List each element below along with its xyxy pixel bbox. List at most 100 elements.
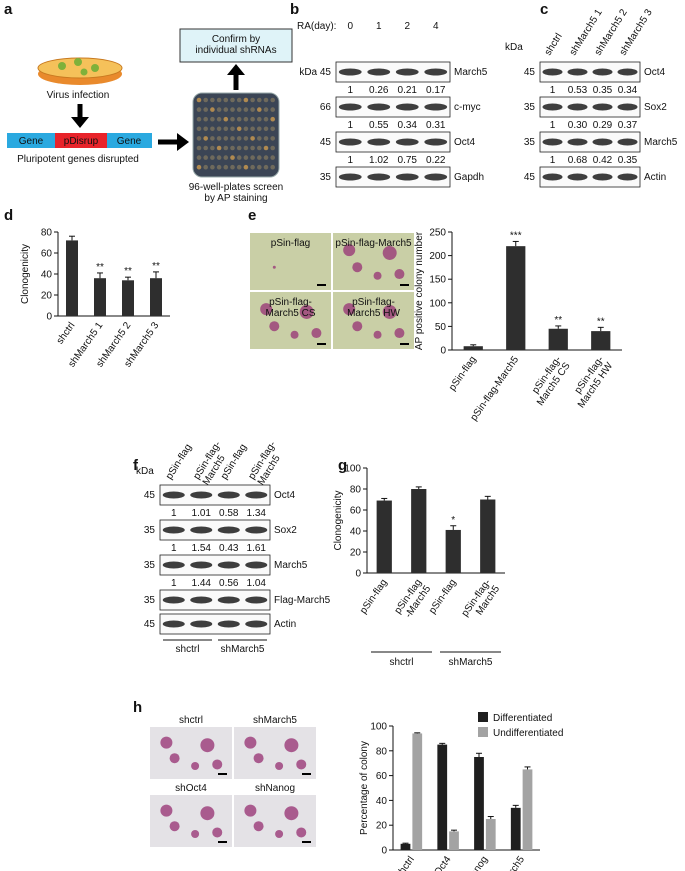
band xyxy=(245,491,268,499)
well xyxy=(230,136,235,141)
x-tick-label: shOct4 xyxy=(426,854,453,871)
colony xyxy=(284,738,299,753)
bar xyxy=(445,529,461,573)
significance: ** xyxy=(554,315,562,326)
quant-label: 0.68 xyxy=(568,155,588,166)
well xyxy=(270,155,276,160)
x-tick-label: pSin-flag-March5 xyxy=(469,354,522,423)
well xyxy=(196,116,202,122)
y-tick-label: 100 xyxy=(370,722,387,733)
significance: ** xyxy=(96,262,104,273)
well xyxy=(196,97,202,103)
y-tick-label: 100 xyxy=(429,298,446,309)
well xyxy=(257,107,262,112)
well xyxy=(230,97,235,103)
blot-strip xyxy=(159,613,271,635)
bar xyxy=(474,757,484,850)
kda-label: 45 xyxy=(144,619,156,630)
well xyxy=(230,107,235,112)
bar xyxy=(548,328,568,350)
y-tick-label: 20 xyxy=(350,548,362,559)
protein-label: Sox2 xyxy=(274,525,297,536)
colony xyxy=(272,265,276,269)
blot-header: RA(day): xyxy=(297,21,336,32)
well xyxy=(203,164,208,170)
y-axis-label: Percentage of colony xyxy=(359,741,370,835)
quant-label: 1 xyxy=(550,85,556,96)
y-tick-label: 20 xyxy=(376,821,388,832)
band xyxy=(190,620,213,628)
well xyxy=(210,164,215,170)
well xyxy=(270,97,276,103)
band xyxy=(190,526,213,534)
well xyxy=(216,116,222,122)
band xyxy=(424,173,448,181)
y-tick-label: 20 xyxy=(41,291,53,302)
gene-box xyxy=(107,133,152,148)
micrograph-label: shNanog xyxy=(255,783,295,794)
micrograph xyxy=(234,795,316,847)
protein-label: Oct4 xyxy=(454,137,476,148)
blot-strip xyxy=(159,519,271,541)
lane-label: pSin-flag-March5 xyxy=(246,439,287,487)
well xyxy=(243,126,249,132)
virus xyxy=(74,58,82,66)
bar xyxy=(411,489,427,573)
micrograph xyxy=(333,233,414,290)
well xyxy=(223,145,229,151)
quant-label: 0.42 xyxy=(593,155,613,166)
band xyxy=(367,138,391,146)
legend-label: Undifferentiated xyxy=(493,728,563,739)
legend-swatch xyxy=(478,712,488,722)
well xyxy=(263,107,269,112)
well xyxy=(230,145,235,151)
well xyxy=(196,136,202,141)
bar xyxy=(485,819,496,850)
lane-label: 2 xyxy=(404,21,410,32)
well xyxy=(243,107,249,112)
well xyxy=(216,145,222,151)
protein-label: March5 xyxy=(454,67,488,78)
colony xyxy=(244,804,257,817)
protein-label: Oct4 xyxy=(644,67,666,78)
quant-label: 1.34 xyxy=(247,508,267,519)
quant-label: 0.31 xyxy=(426,120,446,131)
well xyxy=(223,107,229,112)
colony xyxy=(212,759,223,770)
colony xyxy=(311,328,322,339)
micrograph-label: pSin-flag xyxy=(271,238,310,249)
well xyxy=(203,145,208,151)
blot-strip xyxy=(159,554,271,576)
colony xyxy=(253,753,264,764)
bar xyxy=(150,278,162,316)
band xyxy=(567,68,588,76)
well xyxy=(257,116,262,122)
virus xyxy=(91,64,99,72)
band xyxy=(592,138,613,146)
colony xyxy=(275,762,284,770)
x-tick-label: pSin-flag-March5 xyxy=(460,577,503,625)
quant-label: 1.04 xyxy=(247,578,267,589)
virus-label: Virus infection xyxy=(47,90,110,101)
dish-top xyxy=(37,57,123,79)
well xyxy=(257,97,262,103)
band xyxy=(367,68,391,76)
colony xyxy=(260,303,273,316)
bar xyxy=(66,240,78,316)
well xyxy=(250,145,255,151)
well xyxy=(263,164,269,170)
well xyxy=(223,97,229,103)
y-tick-label: 80 xyxy=(350,485,362,496)
band xyxy=(190,561,213,569)
well xyxy=(236,145,242,151)
well xyxy=(223,155,229,160)
lane-label: 1 xyxy=(376,21,382,32)
bar xyxy=(122,280,134,316)
y-tick-label: 60 xyxy=(376,771,388,782)
x-tick-label: pSin-flag xyxy=(447,354,479,393)
micrograph xyxy=(250,292,331,349)
protein-label: Gapdh xyxy=(454,172,484,183)
well xyxy=(270,145,276,151)
lane-label: 0 xyxy=(347,21,353,32)
colony xyxy=(290,330,299,339)
